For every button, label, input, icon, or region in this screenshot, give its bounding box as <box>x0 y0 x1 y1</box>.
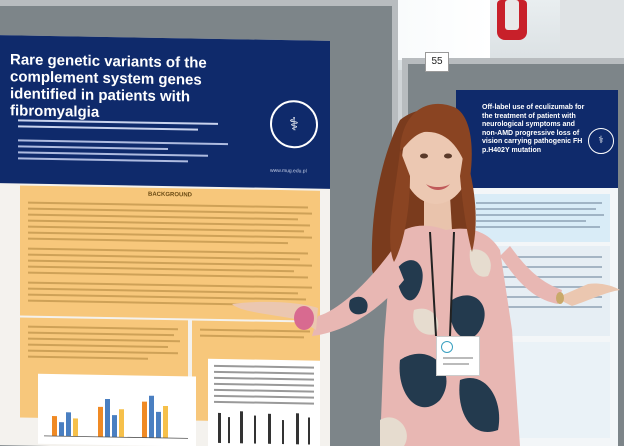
name-badge <box>436 336 480 376</box>
poster-left: Rare genetic variants of the complement … <box>0 35 330 446</box>
board-number: 55 <box>425 52 449 72</box>
poster-left-bar-charts <box>38 373 196 446</box>
university-seal-logo: ⚕ <box>588 128 614 154</box>
poster-right-title: Off-label use of eculizumab for the trea… <box>482 104 585 154</box>
red-wall-device <box>497 0 527 40</box>
poster-chart-graphic <box>44 395 188 439</box>
poster-left-gel-image <box>210 406 318 446</box>
poster-right-header: Off-label use of eculizumab for the trea… <box>456 90 618 188</box>
